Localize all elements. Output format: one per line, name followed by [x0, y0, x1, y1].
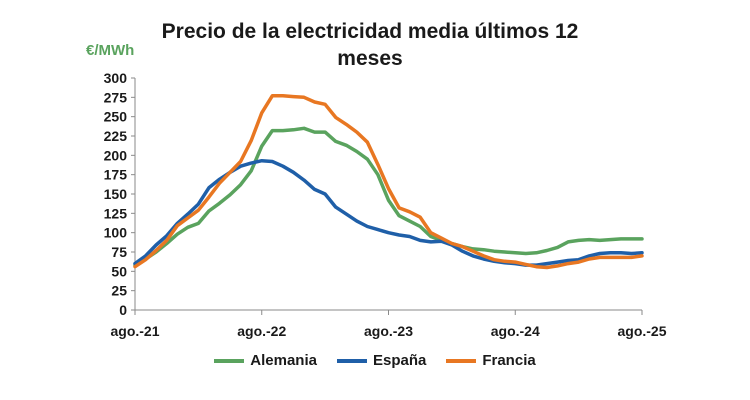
chart-title: Precio de la electricidad media últimos … [161, 20, 579, 70]
legend-swatch [214, 358, 245, 363]
y-tick-label: 250 [104, 109, 128, 125]
x-tick-label: ago.-24 [491, 323, 540, 339]
y-tick-label: 150 [104, 186, 128, 202]
legend-item-alemania: Alemania [214, 352, 317, 369]
x-tick-label: ago.-21 [110, 323, 159, 339]
y-tick-label: 100 [104, 225, 128, 241]
y-tick-label: 0 [119, 302, 127, 318]
y-tick-label: 275 [104, 89, 128, 105]
series-lines [133, 94, 644, 270]
y-tick-label: 175 [104, 167, 128, 183]
x-tick-label: ago.-22 [237, 323, 286, 339]
y-axis-ticks: 0 25 50 75 100 125 150 175 200 225 250 275 300 [104, 70, 135, 318]
y-tick-label: 50 [111, 263, 127, 279]
x-tick-label: ago.-25 [617, 323, 666, 339]
series-line-alemania [133, 126, 644, 267]
legend-swatch [336, 358, 367, 363]
y-tick-label: 75 [111, 244, 127, 260]
y-tick-label: 25 [111, 283, 127, 299]
legend-label: España [372, 352, 427, 369]
y-tick-label: 200 [104, 147, 128, 163]
x-axis-ticks: ago.-21 ago.-22 ago.-23 ago.-24 ago.-25 [110, 310, 667, 339]
legend-item-francia: Francia [446, 352, 536, 369]
y-tick-label: 300 [104, 70, 128, 86]
legend-swatch [446, 358, 477, 363]
series-line-espana [133, 158, 644, 267]
y-axis-unit: €/MWh [86, 42, 135, 59]
y-tick-label: 225 [104, 128, 128, 144]
legend-label: Alemania [250, 352, 317, 369]
legend-item-espana: España [336, 352, 427, 369]
series-line-francia [133, 94, 644, 270]
y-tick-label: 125 [104, 205, 128, 221]
legend-label: Francia [482, 352, 536, 369]
x-tick-label: ago.-23 [364, 323, 413, 339]
legend: Alemania España Francia [0, 352, 750, 369]
